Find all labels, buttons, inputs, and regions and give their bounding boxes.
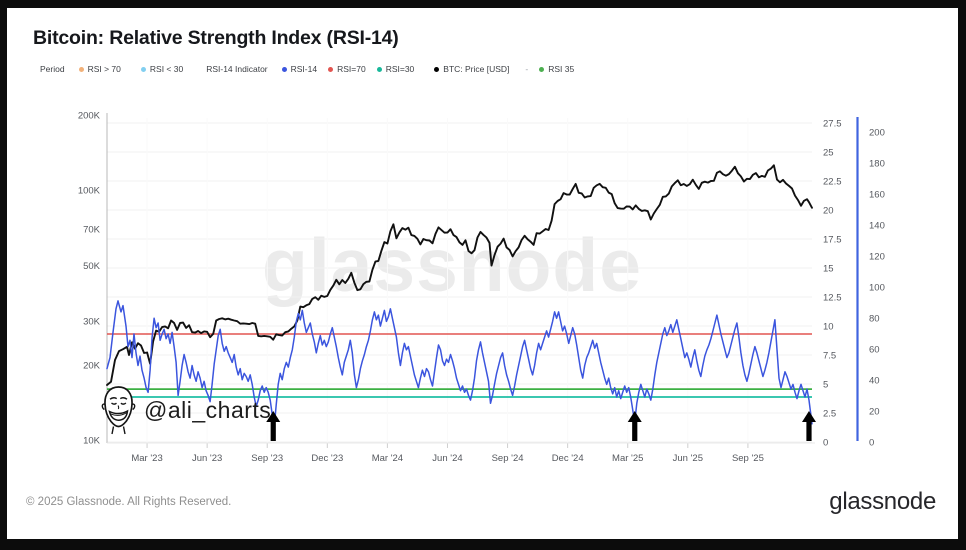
legend-item-btc-price[interactable]: BTC: Price [USD]	[434, 64, 509, 74]
legend-dot-teal	[376, 66, 382, 72]
price-axis-tick-label: 50K	[83, 261, 101, 272]
x-axis-tick-label: Mar '25	[612, 453, 643, 464]
price-axis-tick-label: 100K	[78, 186, 101, 197]
glassnode-logo: glassnode	[829, 488, 936, 515]
oversold-arrow-marker	[627, 411, 642, 441]
rsi-axis-tick-label: 10	[823, 322, 834, 333]
rsi-axis-tick-label: 5	[823, 380, 828, 391]
price-axis-tick-label: 200K	[78, 111, 101, 122]
chart-legend: Period RSI > 70 RSI < 30 RSI-14 Indicato…	[40, 64, 585, 74]
rsi-axis-tick-label: 2.5	[823, 409, 836, 420]
chart-card: Bitcoin: Relative Strength Index (RSI-14…	[7, 8, 958, 539]
legend-item-rsi-70[interactable]: RSI=70	[328, 64, 366, 74]
legend-dot-black	[434, 66, 440, 72]
x-axis-tick-label: Mar '23	[131, 453, 162, 464]
legend-dot-blue	[281, 66, 287, 72]
legend-dot-lightblue	[140, 66, 146, 72]
x-axis-tick-label: Jun '24	[432, 453, 462, 464]
far-right-axis-tick-label: 100	[869, 283, 885, 294]
far-right-axis-tick-label: 60	[869, 345, 880, 356]
rsi-axis-tick-label: 20	[823, 206, 834, 217]
x-axis-tick-label: Dec '23	[311, 453, 343, 464]
copyright-text: © 2025 Glassnode. All Rights Reserved.	[26, 496, 232, 508]
price-axis-tick-label: 70K	[83, 224, 101, 235]
rsi-axis-tick-label: 22.5	[823, 177, 842, 188]
rsi-axis-tick-label: 0	[823, 438, 828, 449]
legend-separator-dash: -	[525, 64, 529, 74]
x-axis-tick-label: Jun '25	[673, 453, 703, 464]
legend-item-rsi-indicator[interactable]: RSI-14 Indicator	[206, 64, 268, 74]
price-axis-tick-label: 10K	[83, 436, 101, 447]
price-axis-tick-label: 20K	[83, 360, 101, 371]
legend-dot-red	[328, 66, 334, 72]
legend-dot-orange	[78, 66, 84, 72]
rsi-axis-tick-label: 17.5	[823, 235, 842, 246]
x-axis-tick-label: Jun '23	[192, 453, 222, 464]
rsi-line	[106, 300, 813, 428]
price-axis-tick-label: 30K	[83, 316, 101, 327]
rsi-axis-tick-label: 15	[823, 264, 834, 275]
legend-item-rsi-gt-70[interactable]: RSI > 70	[78, 64, 121, 74]
legend-item-rsi-14[interactable]: RSI-14	[281, 64, 317, 74]
far-right-axis-tick-label: 40	[869, 376, 880, 387]
legend-item-rsi-35[interactable]: RSI 35	[539, 64, 574, 74]
x-axis-tick-label: Sep '23	[251, 453, 283, 464]
rsi-axis-tick-label: 25	[823, 148, 834, 159]
author-handle: @ali_charts	[144, 396, 272, 423]
far-right-axis-tick-label: 20	[869, 407, 880, 418]
rsi-axis-tick-label: 12.5	[823, 293, 842, 304]
page-title: Bitcoin: Relative Strength Index (RSI-14…	[33, 27, 399, 49]
btc-price-line	[106, 164, 813, 386]
oversold-arrow-marker	[266, 411, 281, 441]
far-right-axis-tick-label: 120	[869, 252, 885, 263]
x-axis-tick-label: Mar '24	[372, 453, 403, 464]
glassnode-watermark: glassnode	[262, 223, 642, 307]
far-right-axis-tick-label: 80	[869, 314, 880, 325]
x-axis-tick-label: Sep '25	[732, 453, 764, 464]
legend-dot-green	[539, 66, 545, 72]
far-right-axis-tick-label: 140	[869, 221, 885, 232]
legend-item-rsi-lt-30[interactable]: RSI < 30	[140, 64, 183, 74]
legend-item-period[interactable]: Period	[40, 64, 65, 74]
x-axis-tick-label: Dec '24	[552, 453, 584, 464]
far-right-axis-tick-label: 200	[869, 128, 885, 139]
author-signature: @ali_charts	[96, 384, 271, 436]
legend-item-rsi-30[interactable]: RSI=30	[376, 64, 414, 74]
far-right-axis-tick-label: 0	[869, 438, 874, 449]
rsi-axis-tick-label: 7.5	[823, 351, 836, 362]
x-axis-tick-label: Sep '24	[492, 453, 524, 464]
far-right-axis-tick-label: 160	[869, 190, 885, 201]
ali-charts-avatar-icon	[101, 386, 136, 435]
rsi-axis-tick-label: 27.5	[823, 119, 842, 130]
oversold-arrow-marker	[801, 411, 816, 441]
far-right-axis-tick-label: 180	[869, 159, 885, 170]
